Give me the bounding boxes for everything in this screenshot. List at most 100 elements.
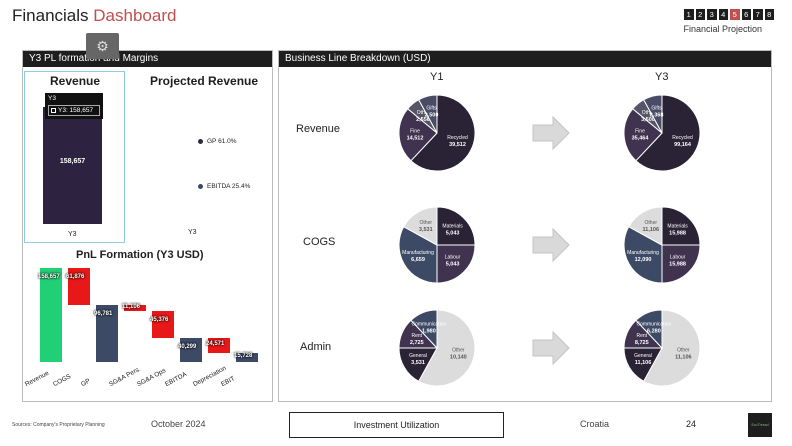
footer-page-number: 24: [686, 419, 697, 429]
revenue-bar[interactable]: [43, 107, 102, 224]
pager-page-8[interactable]: 8: [764, 9, 774, 20]
section-label: Financial Projection: [683, 24, 762, 34]
pie-slice[interactable]: [635, 309, 663, 350]
pager-page-2[interactable]: 2: [695, 9, 705, 20]
pie-chart[interactable]: Materials5,043Labour5,043Manufacturing6,…: [397, 205, 477, 285]
pager-page-6[interactable]: 6: [741, 9, 751, 20]
pie-slice[interactable]: [623, 226, 663, 284]
pie-slice-value: 8,368: [650, 113, 664, 119]
waterfall-bar[interactable]: [68, 268, 90, 305]
waterfall-bar-value: 45,376: [150, 317, 169, 324]
column-y3: Y3: [655, 71, 669, 83]
settings-gear-icon[interactable]: ⚙: [86, 33, 119, 59]
pie-slice[interactable]: [398, 108, 438, 162]
pie-slice[interactable]: [436, 206, 476, 246]
pager-page-5[interactable]: 5: [730, 9, 740, 20]
pager-page-7[interactable]: 7: [753, 9, 763, 20]
pie-slice-value: 35,464: [632, 135, 650, 141]
page-title: Financials Dashboard: [12, 6, 176, 26]
waterfall-bar[interactable]: [152, 311, 174, 339]
footer-source: Sources: Company's Proprietary Planning: [12, 422, 105, 428]
pie-slice-value: 3,531: [419, 227, 433, 233]
projected-revenue-title: Projected Revenue: [150, 74, 259, 88]
company-logo: EcoThread: [748, 413, 772, 437]
pie-slice-label: Other: [642, 110, 655, 116]
pie-slice-value: 3,531: [411, 360, 425, 366]
pie-slice-label: Communication: [637, 322, 672, 328]
pie-slice-label: Other: [417, 110, 430, 116]
waterfall-bar-value: 158,657: [38, 274, 60, 280]
pie-slice[interactable]: [410, 94, 476, 172]
pie-slice-value: 5,043: [446, 230, 460, 236]
pager-page-1[interactable]: 1: [684, 9, 694, 20]
pie-slice-label: Other: [420, 220, 433, 226]
pie-slice-value: 11,106: [675, 354, 692, 360]
pie-slice-label: Gifts: [426, 106, 437, 112]
pie-slice[interactable]: [661, 206, 701, 246]
pager-page-3[interactable]: 3: [707, 9, 717, 20]
pie-chart[interactable]: Materials15,988Labour15,988Manufacturing…: [622, 205, 702, 285]
pie-slice[interactable]: [628, 206, 663, 246]
column-y1: Y1: [430, 71, 444, 83]
pie-slice-value: 2,725: [410, 340, 424, 346]
waterfall-bar[interactable]: [208, 338, 230, 353]
pie-slice[interactable]: [623, 108, 663, 162]
footer-country: Croatia: [580, 419, 610, 429]
pie-slice-value: 5,043: [446, 262, 460, 268]
tooltip-swatch-icon: [51, 108, 56, 113]
pie-slice-label: Labour: [445, 255, 461, 261]
investment-utilization-button[interactable]: Investment Utilization: [289, 412, 504, 438]
pie-slice-value: 11,106: [643, 227, 660, 233]
waterfall-bar-value: 11,106: [122, 303, 141, 310]
pie-slice[interactable]: [410, 309, 438, 350]
pie-chart[interactable]: Other11,106General11,106Rent8,725Communi…: [622, 308, 702, 388]
tooltip-row: Y3: 158,657: [48, 105, 100, 116]
legend-ebitda-label: EBITDA 25.4%: [207, 183, 251, 190]
revenue-tooltip: Y3 Y3: 158,657: [45, 93, 103, 119]
pie-slice-value: 12,090: [635, 257, 652, 263]
row-label-revenue: Revenue: [296, 123, 341, 135]
pie-slice-value: 6,659: [411, 257, 425, 263]
revenue-chart-selection[interactable]: [24, 71, 125, 243]
waterfall-bar[interactable]: [124, 304, 146, 312]
revenue-x-tick: Y3: [68, 231, 77, 238]
pie-slice-label: Rent: [636, 333, 647, 339]
legend-ebitda: EBITDA 25.4%: [198, 183, 250, 190]
waterfall-bar[interactable]: [180, 338, 202, 362]
projected-x-tick: Y3: [188, 229, 197, 236]
pl-formation-panel-title: Y3 PL formation and Margins: [23, 51, 272, 67]
pie-slice[interactable]: [661, 244, 701, 284]
pie-slice-value: 6,280: [647, 329, 661, 335]
pager-page-4[interactable]: 4: [718, 9, 728, 20]
pie-slice-value: 1,980: [422, 329, 436, 335]
legend-gp: GP 61.0%: [198, 138, 237, 145]
arrow-right-icon: [532, 115, 570, 151]
waterfall-bar-value: 24,571: [206, 341, 225, 348]
pie-slice-value: 2,500: [425, 113, 439, 119]
pie-slice-value: 39,512: [449, 142, 466, 148]
pie-slice[interactable]: [398, 226, 438, 284]
page-title-accent: Dashboard: [93, 6, 177, 25]
pie-slice-label: Other: [452, 347, 465, 353]
waterfall-bar[interactable]: [40, 268, 62, 362]
pie-slice[interactable]: [643, 94, 663, 134]
pie-slice-value: 3,500: [641, 117, 655, 123]
pie-slice[interactable]: [418, 94, 438, 134]
waterfall-bar[interactable]: [96, 304, 118, 362]
pie-slice[interactable]: [436, 244, 476, 284]
pnl-formation-title: PnL Formation (Y3 USD): [76, 249, 204, 261]
pie-slice[interactable]: [635, 94, 701, 172]
pie-slice[interactable]: [643, 309, 701, 387]
pie-slice-label: Fine: [410, 128, 420, 134]
pie-slice[interactable]: [403, 206, 438, 246]
waterfall-bar-value: 61,876: [66, 274, 85, 280]
pie-slice-value: 14,512: [407, 135, 424, 141]
pie-slice-label: Manufacturing: [402, 250, 434, 256]
pie-slice[interactable]: [418, 309, 476, 387]
waterfall-bar[interactable]: [236, 352, 258, 362]
arrow-right-icon: [532, 227, 570, 263]
